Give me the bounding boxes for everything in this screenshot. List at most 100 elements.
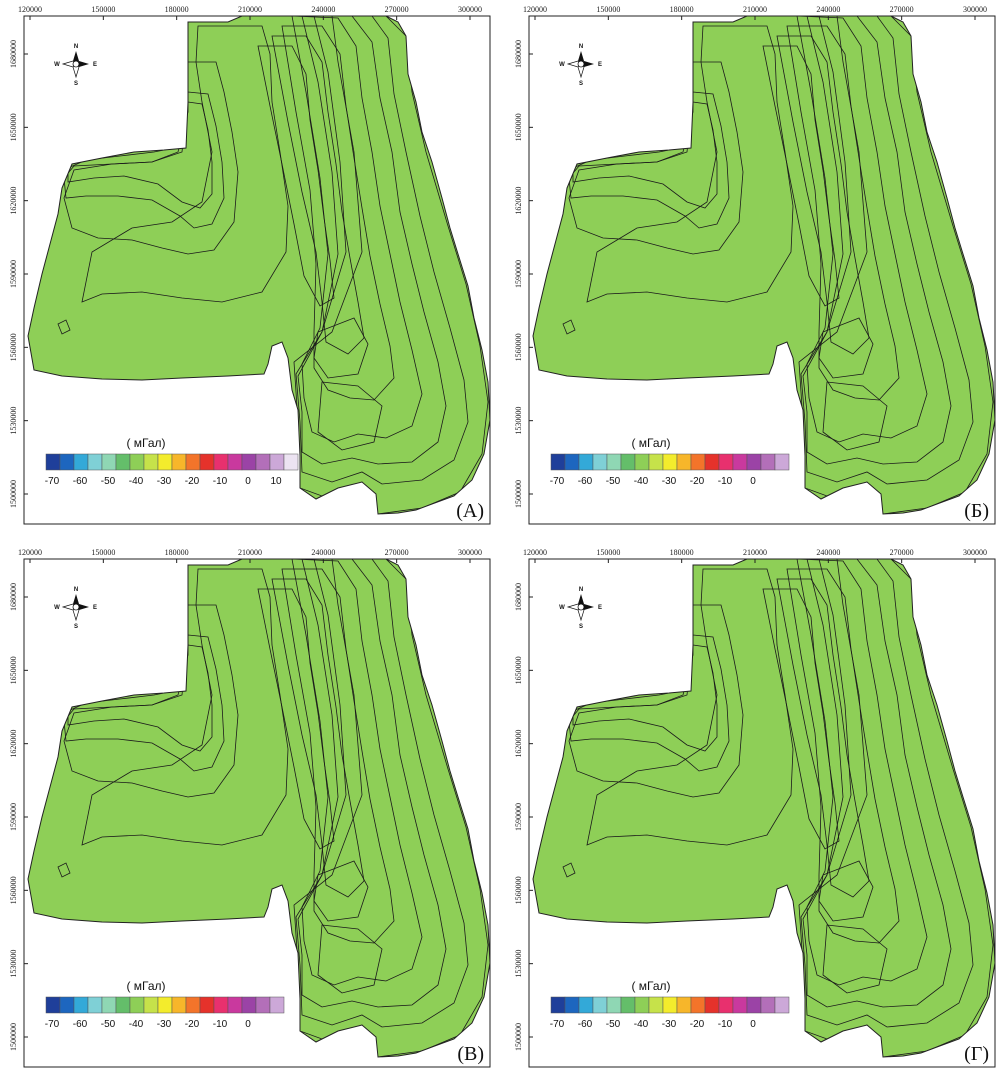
anomaly-zone-3	[796, 16, 928, 443]
x-tick-label: 210000	[743, 5, 767, 14]
anomaly-zone-13	[317, 924, 383, 994]
colorbar-tick-label: -70	[45, 1019, 60, 1030]
colorbar-tick-label: 10	[270, 476, 282, 487]
y-tick-label: 1620000	[9, 187, 18, 215]
x-tick-label: 150000	[596, 5, 620, 14]
colorbar-swatch	[227, 996, 243, 1014]
colorbar-swatch	[760, 453, 776, 471]
gravity-map-g: 120000 150000 180000 210000 240000 270000 3000…	[514, 548, 996, 1068]
x-tick-label: 120000	[523, 5, 547, 14]
x-tick-label: 270000	[385, 548, 409, 557]
anomaly-zone-2	[297, 559, 447, 1008]
colorbar-unit-label: ( мГал)	[631, 436, 670, 450]
colorbar-swatch	[578, 996, 594, 1014]
y-tick-label: 1530000	[9, 950, 18, 978]
colorbar-swatch	[59, 453, 75, 471]
colorbar-swatch	[732, 996, 748, 1014]
anomaly-zone-11	[562, 319, 576, 335]
colorbar-swatch	[115, 996, 131, 1014]
panel-label: (A)	[456, 500, 484, 522]
compass-letter-s: S	[579, 81, 583, 87]
colorbar-tick-label: -20	[690, 476, 705, 487]
colorbar-tick-label: -40	[129, 1019, 144, 1030]
gravity-map-a: 120000 150000 180000 210000 240000 270000 3000…	[9, 5, 491, 525]
y-tick-label: 1620000	[9, 730, 18, 758]
colorbar-unit-label: ( мГал)	[126, 436, 165, 450]
colorbar-swatch	[129, 996, 145, 1014]
region-outline	[27, 15, 491, 515]
y-tick-label: 1560000	[9, 876, 18, 904]
colorbar-swatch	[662, 453, 678, 471]
compass-letter-w: W	[559, 62, 565, 68]
panel-label: (В)	[457, 1043, 484, 1065]
x-tick-label: 270000	[385, 5, 409, 14]
anomaly-zone-3	[291, 16, 423, 443]
anomaly-zone-2	[802, 559, 952, 1008]
colorbar-tick-label: -10	[213, 476, 228, 487]
colorbar-swatch	[620, 996, 636, 1014]
anomaly-zone-10	[572, 101, 718, 209]
colorbar-swatch	[704, 453, 720, 471]
compass-letter-e: E	[93, 605, 97, 611]
x-tick-label: 210000	[743, 548, 767, 557]
colorbar-swatch	[592, 453, 608, 471]
colorbar-swatch	[45, 996, 61, 1014]
anomaly-zone-10	[572, 644, 718, 752]
gravity-map-b: 120000 150000 180000 210000 240000 270000 3000…	[514, 5, 996, 525]
map-panel-g: 120000 150000 180000 210000 240000 270000 3000…	[507, 545, 1004, 1083]
x-tick-label: 210000	[238, 5, 262, 14]
anomaly-zone-9	[63, 634, 225, 772]
compass-rose-icon: N S W E	[54, 44, 97, 87]
x-tick-label: 240000	[816, 548, 840, 557]
anomaly-zone-13	[822, 381, 888, 451]
x-tick-label: 180000	[670, 548, 694, 557]
x-tick-label: 270000	[890, 5, 914, 14]
y-tick-label: 1560000	[514, 876, 523, 904]
x-tick-label: 240000	[311, 5, 335, 14]
compass-letter-w: W	[54, 62, 60, 68]
colorbar-swatch	[283, 453, 299, 471]
anomaly-zone-9	[568, 634, 730, 772]
colorbar-swatch	[774, 453, 790, 471]
y-tick-label: 1500000	[514, 480, 523, 508]
colorbar-swatch	[227, 453, 243, 471]
compass-letter-e: E	[598, 62, 602, 68]
anomaly-zone-12	[818, 860, 874, 922]
colorbar-tick-label: -30	[157, 476, 172, 487]
colorbar-swatch	[592, 996, 608, 1014]
colorbar-tick-label: -30	[157, 1019, 172, 1030]
colorbar-swatch	[606, 996, 622, 1014]
colorbar-tick-label: 0	[245, 476, 251, 487]
y-tick-label: 1680000	[514, 583, 523, 611]
colorbar-tick-label: 0	[750, 1019, 756, 1030]
anomaly-zone-12	[313, 317, 369, 379]
anomaly-zone-2	[802, 16, 952, 465]
colorbar-swatch	[73, 996, 89, 1014]
gravity-map-v: 120000 150000 180000 210000 240000 270000 3000…	[9, 548, 491, 1068]
region-outline	[27, 558, 491, 1058]
x-tick-label: 180000	[165, 548, 189, 557]
map-panel-b: 120000 150000 180000 210000 240000 270000 3000…	[507, 2, 1004, 540]
anomaly-zone-6	[762, 588, 840, 850]
colorbar-tick-label: -20	[185, 1019, 200, 1030]
colorbar-swatch	[634, 453, 650, 471]
colorbar-tick-label: -30	[662, 1019, 677, 1030]
colorbar-swatch	[704, 996, 720, 1014]
compass-rose-icon: N S W E	[559, 44, 602, 87]
colorbar-swatch	[87, 453, 103, 471]
colorbar-tick-label: -50	[606, 1019, 621, 1030]
y-tick-label: 1650000	[514, 656, 523, 684]
anomaly-zone-5	[271, 578, 365, 898]
colorbar-tick-label: -30	[662, 476, 677, 487]
anomaly-zone-13	[317, 381, 383, 451]
x-tick-label: 150000	[91, 548, 115, 557]
compass-letter-s: S	[74, 81, 78, 87]
colorbar-swatch	[213, 996, 229, 1014]
colorbar-tick-label: -60	[73, 476, 88, 487]
colorbar-tick-label: 0	[750, 476, 756, 487]
colorbar-swatch	[550, 996, 566, 1014]
colorbar-tick-label: -50	[606, 476, 621, 487]
colorbar-swatch	[73, 453, 89, 471]
y-tick-label: 1530000	[9, 407, 18, 435]
y-tick-label: 1590000	[9, 260, 18, 288]
